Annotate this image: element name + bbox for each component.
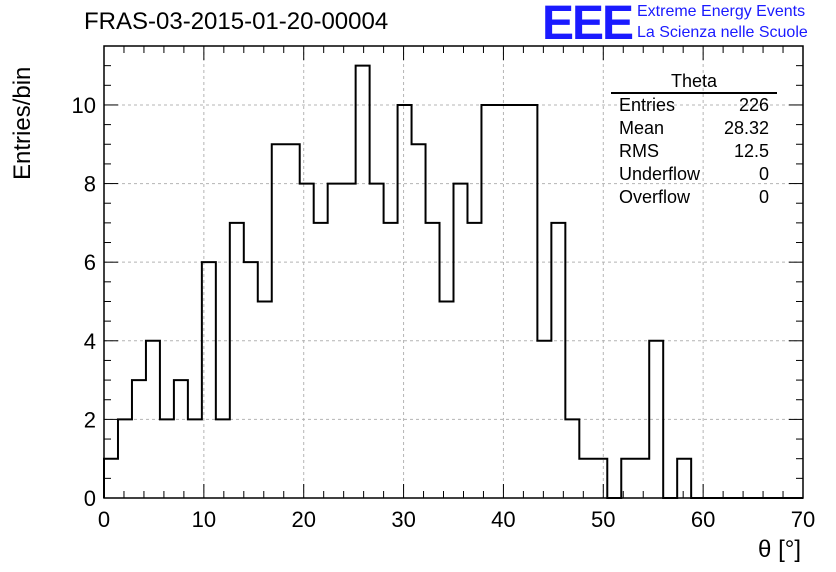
histogram-bin <box>509 105 523 498</box>
histogram-bin <box>118 419 132 498</box>
stats-row-rms: RMS 12.5 <box>611 140 777 163</box>
x-tick-label: 40 <box>491 507 515 532</box>
x-axis-label: θ [°] <box>758 536 801 563</box>
histogram-bin <box>384 223 398 498</box>
logo-subtitle-1: Extreme Energy Events <box>637 3 806 20</box>
histogram-bin <box>523 105 537 498</box>
histogram-bin <box>593 459 607 498</box>
histogram-bin <box>635 459 649 498</box>
histogram-bin <box>314 223 328 498</box>
stats-key: Entries <box>619 95 676 115</box>
histogram-bin <box>188 419 202 498</box>
y-tick-label: 6 <box>84 250 96 275</box>
histogram-bin <box>579 459 593 498</box>
y-tick-label: 4 <box>84 329 96 354</box>
eee-logo: EEE <box>542 0 634 50</box>
histogram-bin <box>160 419 174 498</box>
x-tick-label: 70 <box>791 507 815 532</box>
histogram-bin <box>300 184 314 498</box>
histogram-bin <box>412 144 426 498</box>
histogram-bin <box>426 223 440 498</box>
histogram-bin <box>440 301 454 498</box>
histogram-bin <box>481 105 495 498</box>
stats-value: 0 <box>758 164 769 184</box>
histogram-bin <box>537 341 551 498</box>
histogram-bin <box>677 459 691 498</box>
stats-value: 0 <box>758 187 769 207</box>
x-tick-label: 50 <box>591 507 615 532</box>
stats-row-mean: Mean 28.32 <box>611 117 777 140</box>
stats-row-overflow: Overflow 0 <box>611 186 777 209</box>
histogram-bin <box>565 419 579 498</box>
stats-key: Overflow <box>619 187 691 207</box>
histogram-bin <box>244 262 258 498</box>
histogram-bin <box>551 223 565 498</box>
histogram-bin <box>258 301 272 498</box>
histogram-bin <box>398 105 412 498</box>
stats-value: 226 <box>738 95 769 115</box>
stats-row-entries: Entries 226 <box>611 94 777 117</box>
histogram-bin <box>132 380 146 498</box>
histogram-bin <box>342 184 356 498</box>
histogram-bin <box>454 184 468 498</box>
stats-row-underflow: Underflow 0 <box>611 163 777 186</box>
stats-title: Theta <box>611 70 777 94</box>
y-tick-label: 0 <box>84 486 96 511</box>
histogram-bin <box>286 144 300 498</box>
stats-value: 28.32 <box>723 118 769 138</box>
histogram-bin <box>272 144 286 498</box>
histogram-bin <box>174 380 188 498</box>
x-tick-label: 20 <box>291 507 315 532</box>
stats-key: Mean <box>619 118 665 138</box>
histogram-bin <box>146 341 160 498</box>
histogram-bin <box>202 262 216 498</box>
stats-box: Theta Entries 226 Mean 28.32 RMS 12.5 Un… <box>611 70 777 209</box>
stats-value: 12.5 <box>733 141 769 161</box>
histogram-bin <box>328 184 342 498</box>
histogram-bin <box>370 184 384 498</box>
logo-subtitle-2: La Scienza nelle Scuole <box>637 24 808 41</box>
histogram-bin <box>356 66 370 498</box>
stats-key: RMS <box>619 141 659 161</box>
histogram-bin <box>495 105 509 498</box>
x-tick-label: 60 <box>691 507 715 532</box>
histogram-bin <box>649 341 663 498</box>
stats-key: Underflow <box>619 164 701 184</box>
histogram-bin <box>230 223 244 498</box>
histogram-bin <box>216 419 230 498</box>
plot-frame <box>103 45 804 499</box>
y-axis-label: Entries/bin <box>9 67 36 180</box>
x-tick-label: 30 <box>391 507 415 532</box>
y-tick-label: 10 <box>72 93 96 118</box>
x-tick-label: 0 <box>98 507 110 532</box>
y-tick-label: 2 <box>84 407 96 432</box>
chart-title: FRAS-03-2015-01-20-00004 <box>84 8 389 35</box>
histogram-bin <box>467 223 481 498</box>
x-tick-label: 10 <box>192 507 216 532</box>
y-tick-label: 8 <box>84 172 96 197</box>
histogram-line <box>103 64 803 499</box>
